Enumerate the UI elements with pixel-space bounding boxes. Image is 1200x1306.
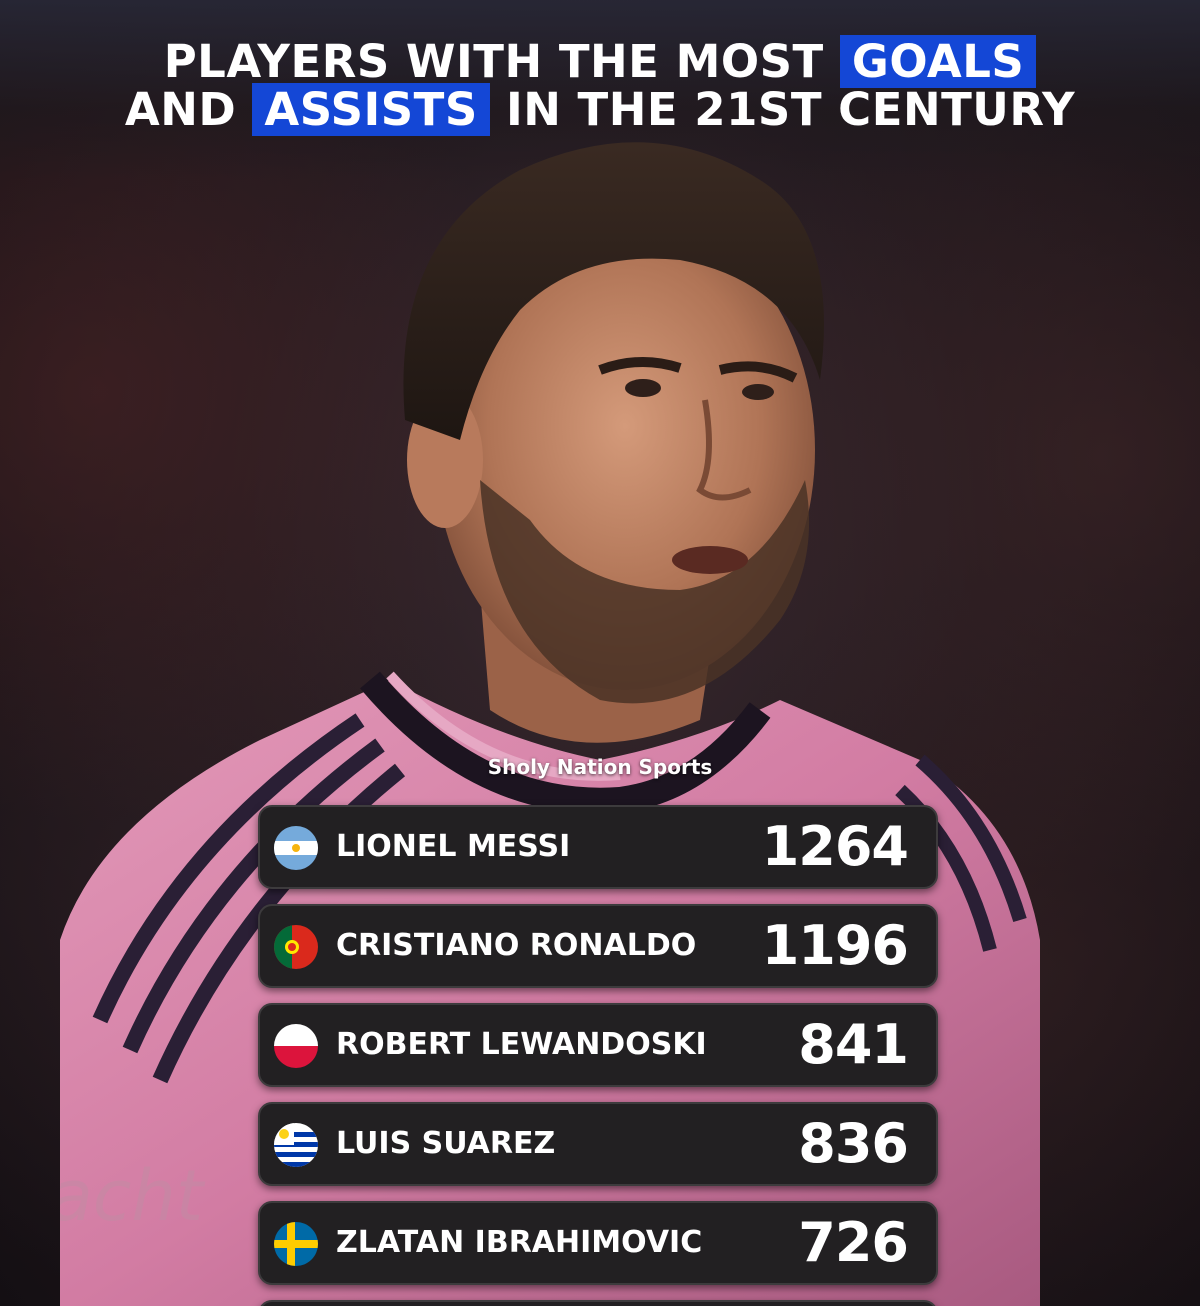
player-name: LUIS SUAREZ	[336, 1126, 556, 1161]
headline-highlight-assists: ASSISTS	[252, 83, 490, 136]
headline-line-1: PLAYERS WITH THE MOST GOALS	[0, 35, 1200, 88]
headline-text: PLAYERS WITH THE MOST	[163, 35, 824, 88]
sweden-flag-icon	[274, 1222, 318, 1266]
portugal-flag-icon	[274, 925, 318, 969]
ranking-list: LIONEL MESSI 1264 CRISTIANO RONALDO 1196…	[258, 805, 938, 1306]
goals-assists-total: 1196	[761, 914, 909, 977]
svg-text:acht: acht	[60, 1155, 206, 1237]
ranking-row: ZLATAN IBRAHIMOVIC 726	[258, 1201, 938, 1285]
headline-highlight-goals: GOALS	[839, 35, 1037, 88]
player-name: CRISTIANO RONALDO	[336, 928, 697, 963]
headline-text: AND	[124, 83, 237, 136]
goals-assists-total: 836	[798, 1112, 909, 1175]
goals-assists-total: 1264	[761, 815, 909, 878]
player-name: ZLATAN IBRAHIMOVIC	[336, 1225, 703, 1260]
goals-assists-total: 841	[798, 1013, 909, 1076]
poland-flag-icon	[274, 1024, 318, 1068]
player-name: ROBERT LEWANDOSKI	[336, 1027, 707, 1062]
ranking-row: LIONEL MESSI 1264	[258, 805, 938, 889]
headline: PLAYERS WITH THE MOST GOALS AND ASSISTS …	[0, 35, 1200, 136]
ranking-row: LUIS SUAREZ 836	[258, 1102, 938, 1186]
headline-text: IN THE 21ST CENTURY	[505, 83, 1076, 136]
argentina-flag-icon	[274, 826, 318, 870]
ranking-row: CRISTIANO RONALDO 1196	[258, 904, 938, 988]
brand-watermark: Sholy Nation Sports	[487, 755, 713, 779]
player-name: LIONEL MESSI	[336, 829, 571, 864]
ranking-row-partial	[258, 1300, 938, 1306]
ranking-row: ROBERT LEWANDOSKI 841	[258, 1003, 938, 1087]
uruguay-flag-icon	[274, 1123, 318, 1167]
headline-line-2: AND ASSISTS IN THE 21ST CENTURY	[0, 83, 1200, 136]
goals-assists-total: 726	[798, 1211, 909, 1274]
